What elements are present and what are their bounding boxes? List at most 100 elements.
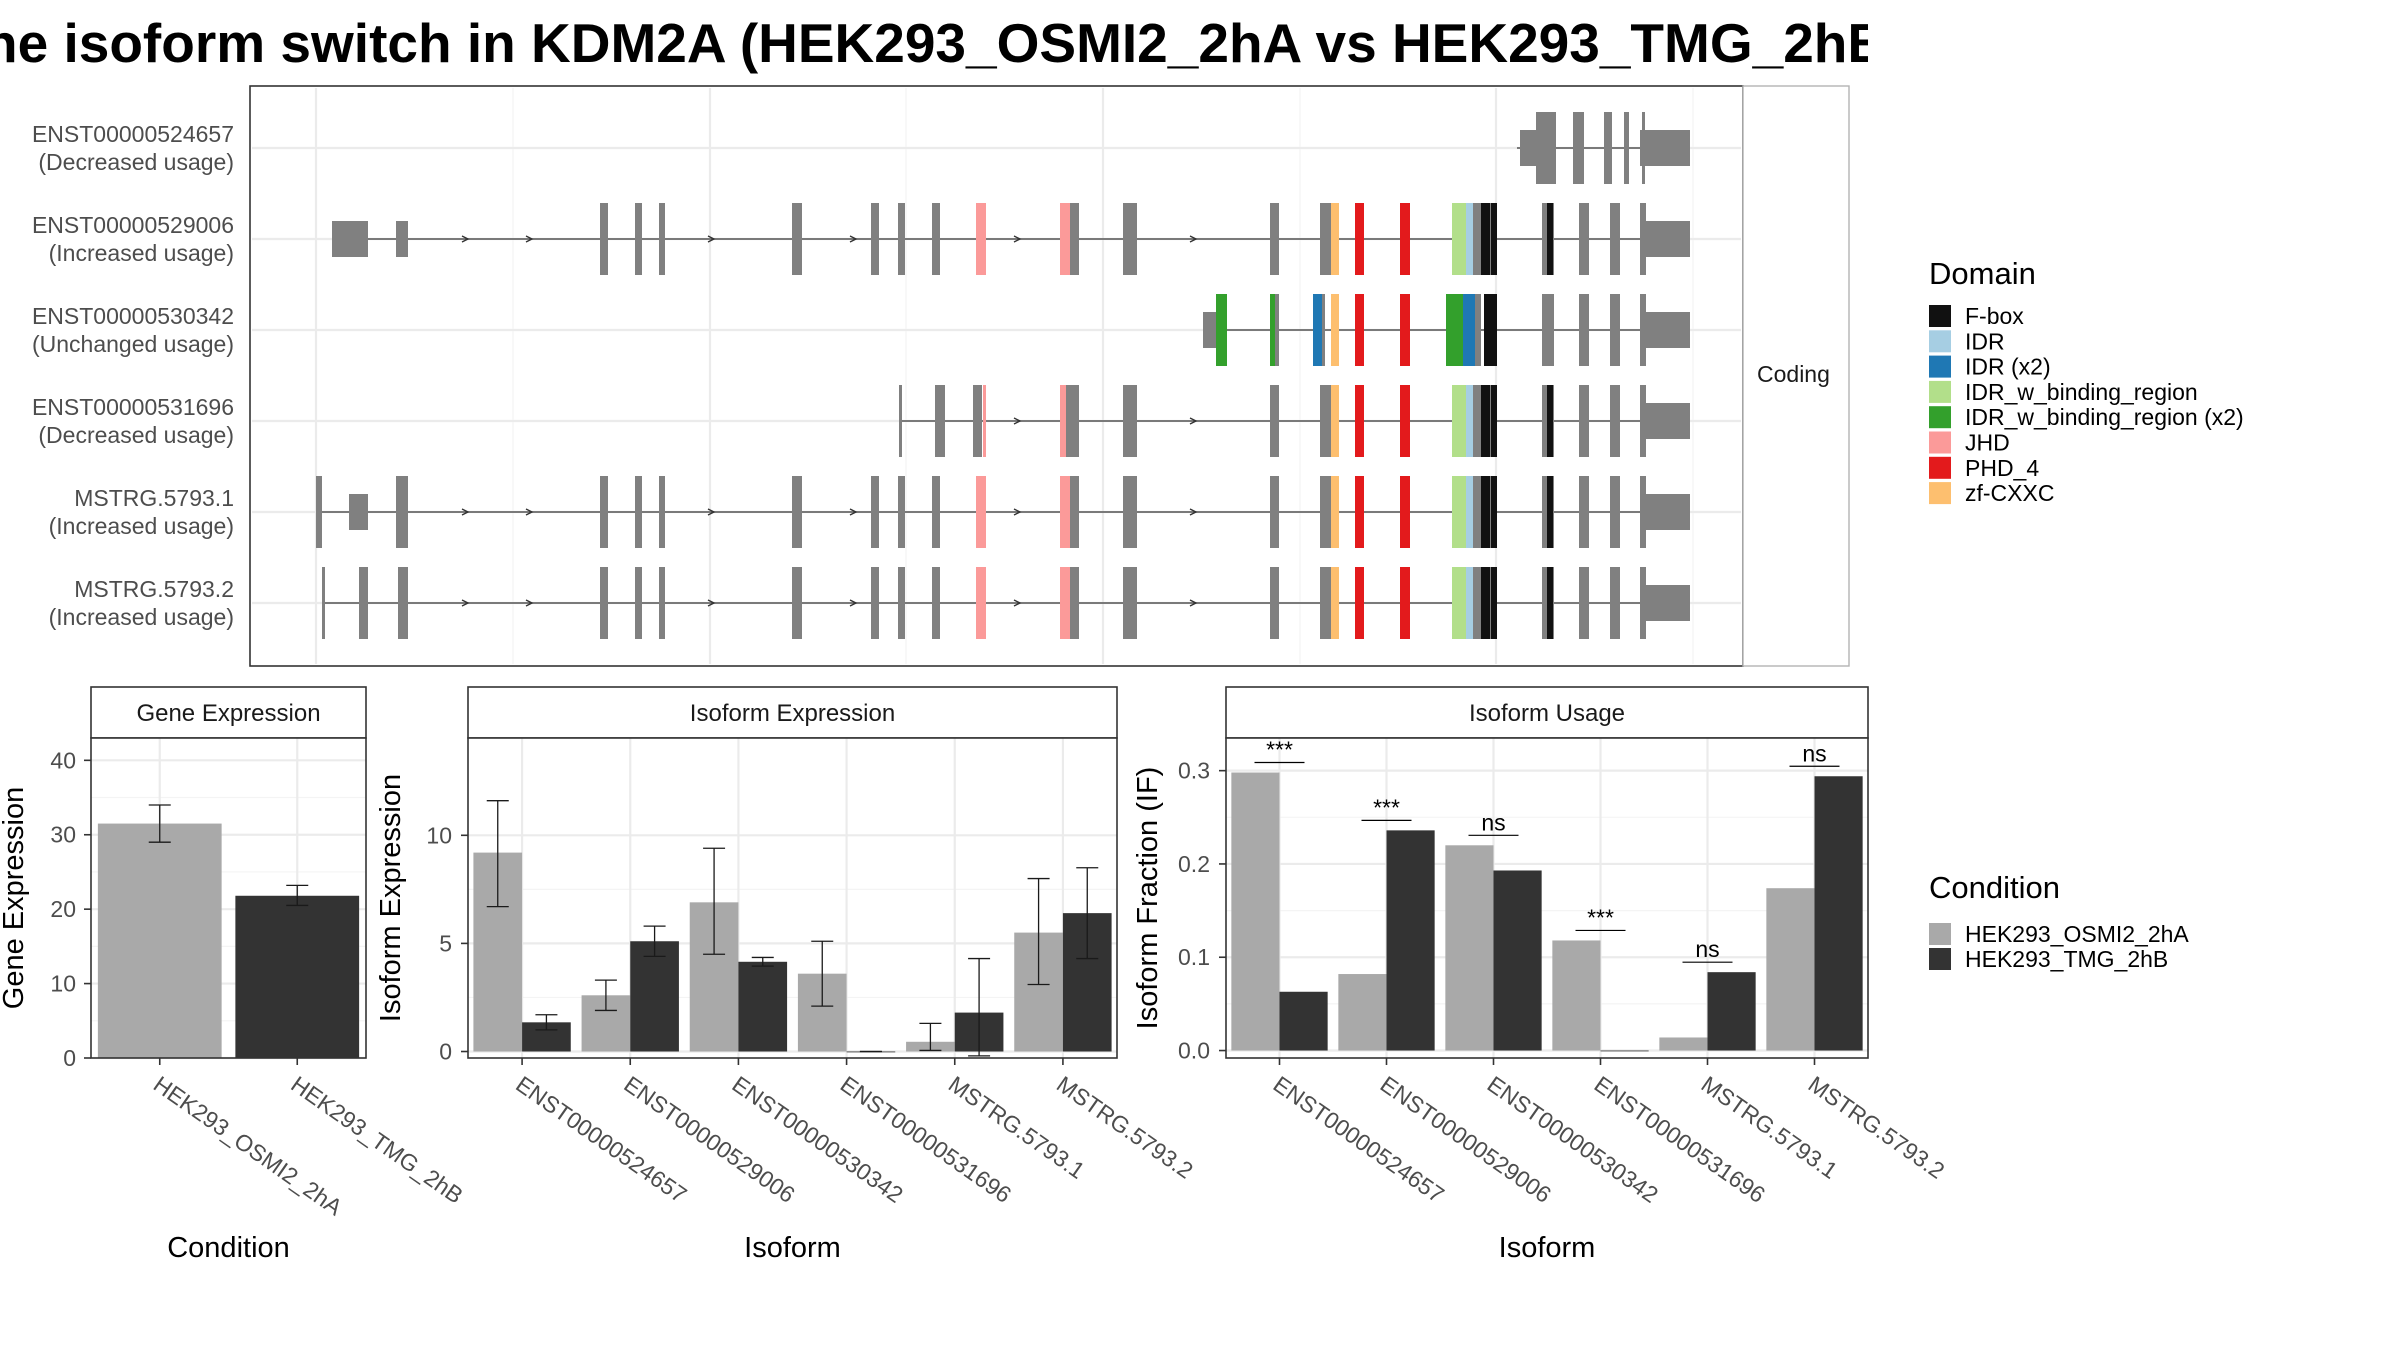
- bar: [1231, 772, 1280, 1051]
- significance-label: ns: [1802, 740, 1826, 766]
- exon-block: [1270, 385, 1279, 457]
- domain-segment: [1270, 294, 1275, 366]
- page-title: he isoform switch in KDM2A (HEK293_OSMI2…: [0, 10, 1868, 80]
- exon-block: [1579, 385, 1589, 457]
- exon-block: [1320, 567, 1333, 639]
- domain-legend-swatch: [1929, 406, 1951, 429]
- y-tick-label: 0: [439, 1039, 452, 1065]
- chart-title: Isoform Usage: [1469, 700, 1625, 727]
- strand-arrow: [1013, 599, 1022, 607]
- domain-segment: [1491, 203, 1497, 275]
- exon-block: [1475, 294, 1481, 366]
- exon-block: [932, 567, 940, 639]
- structure-strip: [1742, 85, 1850, 667]
- exon-block: [635, 567, 642, 639]
- exon-block: [600, 203, 608, 275]
- domain-segment: [1331, 203, 1339, 275]
- bar: [1766, 888, 1815, 1051]
- strand-arrow: [849, 235, 858, 243]
- utr3-block: [1640, 221, 1690, 257]
- domain-segment: [1466, 476, 1473, 548]
- y-tick-label: 0.3: [1178, 758, 1210, 784]
- strand-arrow: [1013, 508, 1022, 516]
- exon-block: [600, 567, 608, 639]
- utr3-block: [1640, 585, 1690, 621]
- significance-label: ***: [1587, 904, 1614, 930]
- chart-title: Isoform Expression: [690, 700, 895, 727]
- strand-arrow: [525, 508, 534, 516]
- domain-segment: [1481, 476, 1486, 548]
- domain-segment: [1331, 385, 1339, 457]
- exon-block: [635, 203, 642, 275]
- y-tick-label: 0.1: [1178, 944, 1210, 970]
- utr3-block: [1640, 312, 1690, 348]
- domain-segment: [1484, 294, 1497, 366]
- domain-segment: [1355, 203, 1364, 275]
- transcript-track: [1203, 294, 1690, 366]
- exon-block: [1520, 130, 1537, 166]
- strand-arrow: [1189, 235, 1198, 243]
- domain-segment: [1491, 476, 1497, 548]
- x-axis-title: Condition: [167, 1232, 290, 1264]
- exon-block: [871, 203, 879, 275]
- domain-legend-swatch: [1929, 456, 1951, 479]
- y-axis-title: Isoform Fraction (IF): [1132, 767, 1164, 1030]
- chart-title: Gene Expression: [136, 700, 320, 727]
- exon-block: [396, 221, 408, 257]
- transcript-usage-label: (Decreased usage): [38, 422, 234, 448]
- domain-legend-label: IDR: [1965, 328, 2005, 354]
- exon-block: [1473, 385, 1481, 457]
- strand-arrow: [1013, 417, 1022, 425]
- exon-block: [359, 567, 368, 639]
- domain-legend-label: JHD: [1965, 430, 2010, 456]
- y-axis-title: Gene Expression: [0, 787, 30, 1009]
- transcript-usage-label: (Increased usage): [49, 513, 234, 539]
- chart-title-strip: [1225, 686, 1869, 739]
- exon-block: [659, 203, 665, 275]
- utr3-block: [1640, 494, 1690, 530]
- domain-segment: [1466, 203, 1473, 275]
- exon-block: [973, 385, 982, 457]
- exon-block: [1320, 385, 1333, 457]
- domain-segment: [1400, 203, 1410, 275]
- y-tick-label: 5: [439, 930, 452, 956]
- exon-block: [332, 221, 368, 257]
- domain-segment: [976, 567, 986, 639]
- exon-block: [932, 203, 940, 275]
- domain-segment: [1486, 567, 1490, 639]
- domain-segment: [1463, 294, 1475, 366]
- y-tick-label: 0.0: [1178, 1038, 1210, 1064]
- exon-block: [1123, 476, 1137, 548]
- bar: [738, 961, 788, 1052]
- transcript-track: [322, 567, 1690, 639]
- transcript-track: [1517, 112, 1690, 184]
- transcript-id-label: ENST00000529006: [32, 212, 234, 238]
- y-tick-label: 20: [50, 896, 76, 922]
- chart-plot-area: [1226, 738, 1868, 1058]
- significance-label: ***: [1266, 737, 1293, 763]
- transcript-id-label: ENST00000531696: [32, 394, 234, 420]
- exon-block: [635, 476, 642, 548]
- domain-segment: [1481, 567, 1486, 639]
- exon-block: [322, 567, 325, 639]
- exon-block: [1270, 476, 1279, 548]
- exon-block: [1573, 112, 1584, 184]
- exon-block: [1123, 567, 1137, 639]
- domain-legend-swatch: [1929, 482, 1951, 505]
- domain-segment: [976, 203, 986, 275]
- domain-legend-label: IDR_w_binding_region (x2): [1965, 404, 2244, 430]
- x-tick-label: ENST00000529006: [1376, 1071, 1556, 1208]
- bar: [1707, 972, 1756, 1051]
- domain-segment: [1355, 294, 1364, 366]
- domain-segment: [1452, 385, 1466, 457]
- domain-segment: [1547, 567, 1553, 639]
- exon-block: [1069, 203, 1079, 275]
- x-tick-label: ENST00000530342: [1483, 1071, 1663, 1208]
- exon-block: [1610, 203, 1620, 275]
- exon-block: [1610, 476, 1620, 548]
- domain-segment: [1547, 385, 1553, 457]
- exon-block: [898, 476, 905, 548]
- condition-legend-label: HEK293_TMG_2hB: [1965, 946, 2168, 972]
- chart-panel: Isoform Expression0510ENST00000524657ENS…: [375, 686, 1198, 1264]
- domain-segment: [1452, 203, 1466, 275]
